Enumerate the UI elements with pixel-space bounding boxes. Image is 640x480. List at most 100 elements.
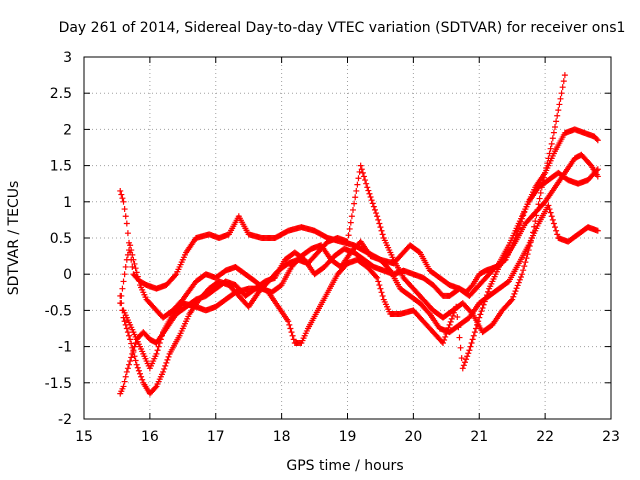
y-tick-label: 3 xyxy=(63,50,72,66)
data-point xyxy=(510,293,517,300)
data-point xyxy=(345,232,352,239)
data-point xyxy=(129,251,136,258)
data-point xyxy=(454,314,461,321)
data-point xyxy=(554,112,561,119)
data-point xyxy=(460,362,467,369)
data-point xyxy=(288,329,295,336)
data-point xyxy=(542,169,549,176)
data-point xyxy=(594,166,601,173)
data-point xyxy=(358,166,365,173)
data-point xyxy=(449,312,456,319)
data-point xyxy=(514,282,521,289)
data-point xyxy=(534,206,541,213)
data-point xyxy=(373,210,380,217)
data-point xyxy=(132,265,139,272)
data-point xyxy=(463,356,470,363)
data-point xyxy=(129,344,136,351)
y-tick-label: 0 xyxy=(63,267,72,283)
data-point xyxy=(537,189,544,196)
data-point xyxy=(348,213,355,220)
y-tick-label: -1 xyxy=(58,340,72,356)
data-point xyxy=(353,187,360,194)
data-point xyxy=(362,177,369,184)
data-point xyxy=(479,304,486,311)
data-point xyxy=(533,212,540,219)
data-point xyxy=(376,220,383,227)
data-point xyxy=(351,200,358,207)
data-point xyxy=(355,175,362,182)
data-point xyxy=(594,227,601,234)
data-point xyxy=(135,367,142,374)
data-point xyxy=(123,368,130,375)
data-point xyxy=(376,282,383,289)
data-point xyxy=(549,135,556,142)
data-point xyxy=(466,347,473,354)
data-point xyxy=(508,297,515,304)
data-point xyxy=(556,101,563,108)
x-tick-label: 19 xyxy=(339,429,357,445)
y-tick-label: -2 xyxy=(58,412,72,428)
data-point xyxy=(511,290,518,297)
series-trace-4 xyxy=(117,72,568,397)
data-point xyxy=(132,357,139,364)
data-point xyxy=(127,358,134,365)
data-point xyxy=(594,173,601,180)
data-point xyxy=(290,336,297,343)
data-point xyxy=(378,227,385,234)
data-point xyxy=(134,273,141,280)
data-point xyxy=(121,318,128,325)
data-point xyxy=(516,276,523,283)
data-point xyxy=(378,289,385,296)
data-point xyxy=(374,213,381,220)
data-point xyxy=(128,340,135,347)
x-tick-label: 21 xyxy=(470,429,488,445)
y-tick-label: -0.5 xyxy=(45,303,72,319)
x-axis-label: GPS time / hours xyxy=(286,458,403,474)
data-point xyxy=(124,329,131,336)
x-tick-label: 20 xyxy=(404,429,422,445)
series-trace-3 xyxy=(117,166,601,397)
data-point xyxy=(363,180,370,187)
data-point xyxy=(512,288,519,295)
data-point xyxy=(457,344,464,351)
data-point xyxy=(286,321,293,328)
data-point xyxy=(352,194,359,201)
data-point xyxy=(153,350,160,357)
data-point xyxy=(162,362,169,369)
data-point xyxy=(123,220,130,227)
x-axis-tick-labels: 15 16 17 18 19 20 21 22 23 xyxy=(75,429,620,445)
data-point xyxy=(128,247,135,254)
data-point xyxy=(546,206,553,213)
data-point xyxy=(557,95,564,102)
data-point xyxy=(373,273,380,280)
y-tick-label: 0.5 xyxy=(50,231,72,247)
y-tick-label: -1.5 xyxy=(45,376,72,392)
x-tick-label: 17 xyxy=(207,429,225,445)
data-point xyxy=(119,195,126,202)
data-point xyxy=(587,161,594,168)
data-point xyxy=(367,193,374,200)
data-point xyxy=(122,263,129,270)
data-point xyxy=(520,267,527,274)
data-point xyxy=(522,259,529,266)
data-point xyxy=(123,256,130,263)
data-point xyxy=(538,184,545,191)
data-point xyxy=(517,274,524,281)
data-point xyxy=(119,285,126,292)
data-point xyxy=(519,271,526,278)
data-point xyxy=(515,279,522,286)
series-trace-1 xyxy=(117,126,601,296)
data-point xyxy=(344,238,351,245)
data-point xyxy=(163,359,170,366)
data-point xyxy=(549,216,556,223)
data-point xyxy=(347,219,354,226)
data-point xyxy=(494,261,501,268)
data-point xyxy=(134,364,141,371)
data-point xyxy=(552,224,559,231)
data-point xyxy=(458,355,465,362)
data-point xyxy=(157,336,164,343)
data-point xyxy=(593,167,600,174)
y-axis-tick-labels: -2 -1.5 -1 -0.5 0 0.5 1 1.5 2 2.5 3 xyxy=(45,50,72,428)
data-point xyxy=(539,179,546,186)
data-point xyxy=(285,318,292,325)
